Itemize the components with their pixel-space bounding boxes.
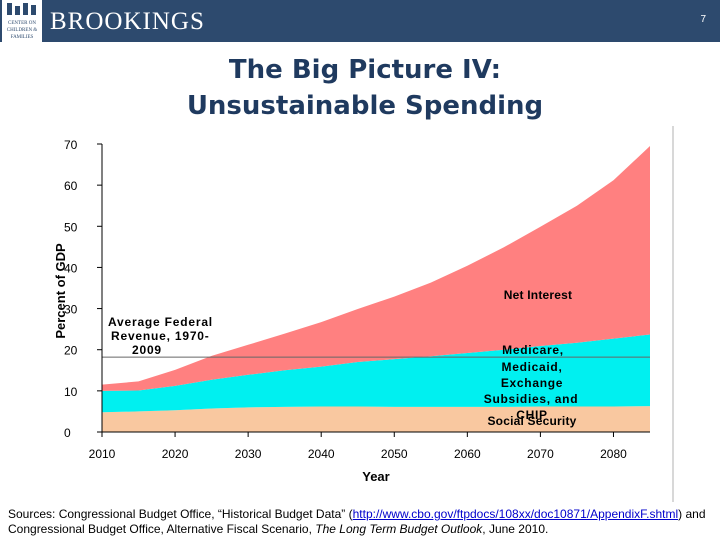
x-tick-label: 2060 [454, 447, 481, 461]
x-tick-label: 2030 [235, 447, 262, 461]
title-line-2: Unsustainable Spending [186, 91, 544, 121]
logo-line-3: FAMILIES [11, 35, 34, 40]
x-tick-label: 2040 [308, 447, 335, 461]
annotation-label-6: CHIP [516, 408, 547, 422]
annotation-label-4: Exchange [501, 376, 563, 390]
sources-middle: ) and Congressional Budget Office, Alter… [8, 507, 706, 536]
area-series-1 [102, 334, 650, 413]
logo: CENTER ON CHILDREN & FAMILIES [2, 0, 42, 42]
header-bar: CENTER ON CHILDREN & FAMILIES BROOKINGS … [0, 0, 720, 42]
area-series-0 [102, 406, 650, 432]
y-tick-label: 30 [64, 303, 78, 317]
sources-suffix: , June 2010. [482, 522, 549, 536]
area-series-2 [102, 146, 650, 391]
y-tick-label: 70 [64, 138, 78, 152]
annotation-label-7: Social Security [487, 414, 576, 428]
x-tick-label: 2070 [527, 447, 554, 461]
x-axis-title: Year [362, 469, 389, 484]
sources-note: Sources: Congressional Budget Office, “H… [8, 507, 718, 537]
annotation-label-5: Subsidies, and [484, 392, 579, 406]
annotation-label-1: Net Interest [504, 288, 572, 302]
logo-line-2: CHILDREN & [7, 28, 38, 33]
page-title: The Big Picture IV: Unsustainable Spendi… [110, 52, 620, 124]
logo-figures-icon: CENTER ON CHILDREN & FAMILIES [7, 3, 38, 40]
title-line-1: The Big Picture IV: [228, 55, 502, 85]
sources-book-title: The Long Term Budget Outlook [315, 522, 483, 536]
y-tick-label: 0 [64, 426, 71, 440]
x-tick-label: 2020 [162, 447, 189, 461]
x-tick-label: 2050 [381, 447, 408, 461]
x-tick-label: 2080 [600, 447, 627, 461]
sources-prefix: Sources: Congressional Budget Office, “H… [8, 507, 353, 521]
y-tick-label: 20 [64, 344, 78, 358]
annotation-label-2: Medicare, [502, 343, 564, 357]
x-tick-label: 2010 [89, 447, 116, 461]
y-axis-title: Percent of GDP [53, 243, 68, 339]
sources-link[interactable]: http://www.cbo.gov/ftpdocs/108xx/doc1087… [352, 507, 679, 521]
reference-label-line-2: Revenue, 1970- [111, 329, 210, 343]
reference-label-line-1: Average Federal [108, 315, 213, 329]
org-name: BROOKINGS [50, 8, 205, 35]
reference-label-line-3: 2009 [132, 343, 162, 357]
y-tick-label: 50 [64, 220, 78, 234]
y-tick-label: 40 [64, 261, 78, 275]
logo-line-1: CENTER ON [8, 21, 36, 26]
slide-number: 7 [700, 14, 706, 25]
y-tick-label: 60 [64, 179, 78, 193]
annotation-label-3: Medicaid, [502, 360, 563, 374]
y-tick-label: 10 [64, 385, 78, 399]
